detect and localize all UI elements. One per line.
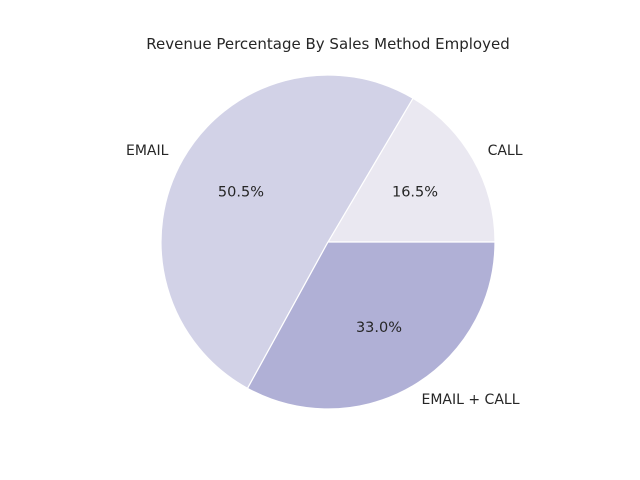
chart-title: Revenue Percentage By Sales Method Emplo… (146, 35, 509, 53)
pie-slice-email (160, 74, 414, 389)
slice-label-email-call: EMAIL + CALL (422, 392, 520, 408)
pie-slice-call (327, 97, 496, 243)
slice-percent-email-call: 33.0% (356, 320, 402, 336)
slice-percent-email: 50.5% (218, 184, 264, 200)
slice-label-email: EMAIL (126, 143, 169, 159)
pie-slices (160, 74, 496, 410)
slice-percent-call: 16.5% (392, 184, 438, 200)
pie-labels: CALL 16.5% EMAIL 50.5% EMAIL + CALL 33.0% (126, 143, 523, 408)
pie-slice-email-call (246, 241, 496, 410)
slice-label-call: CALL (488, 143, 523, 159)
